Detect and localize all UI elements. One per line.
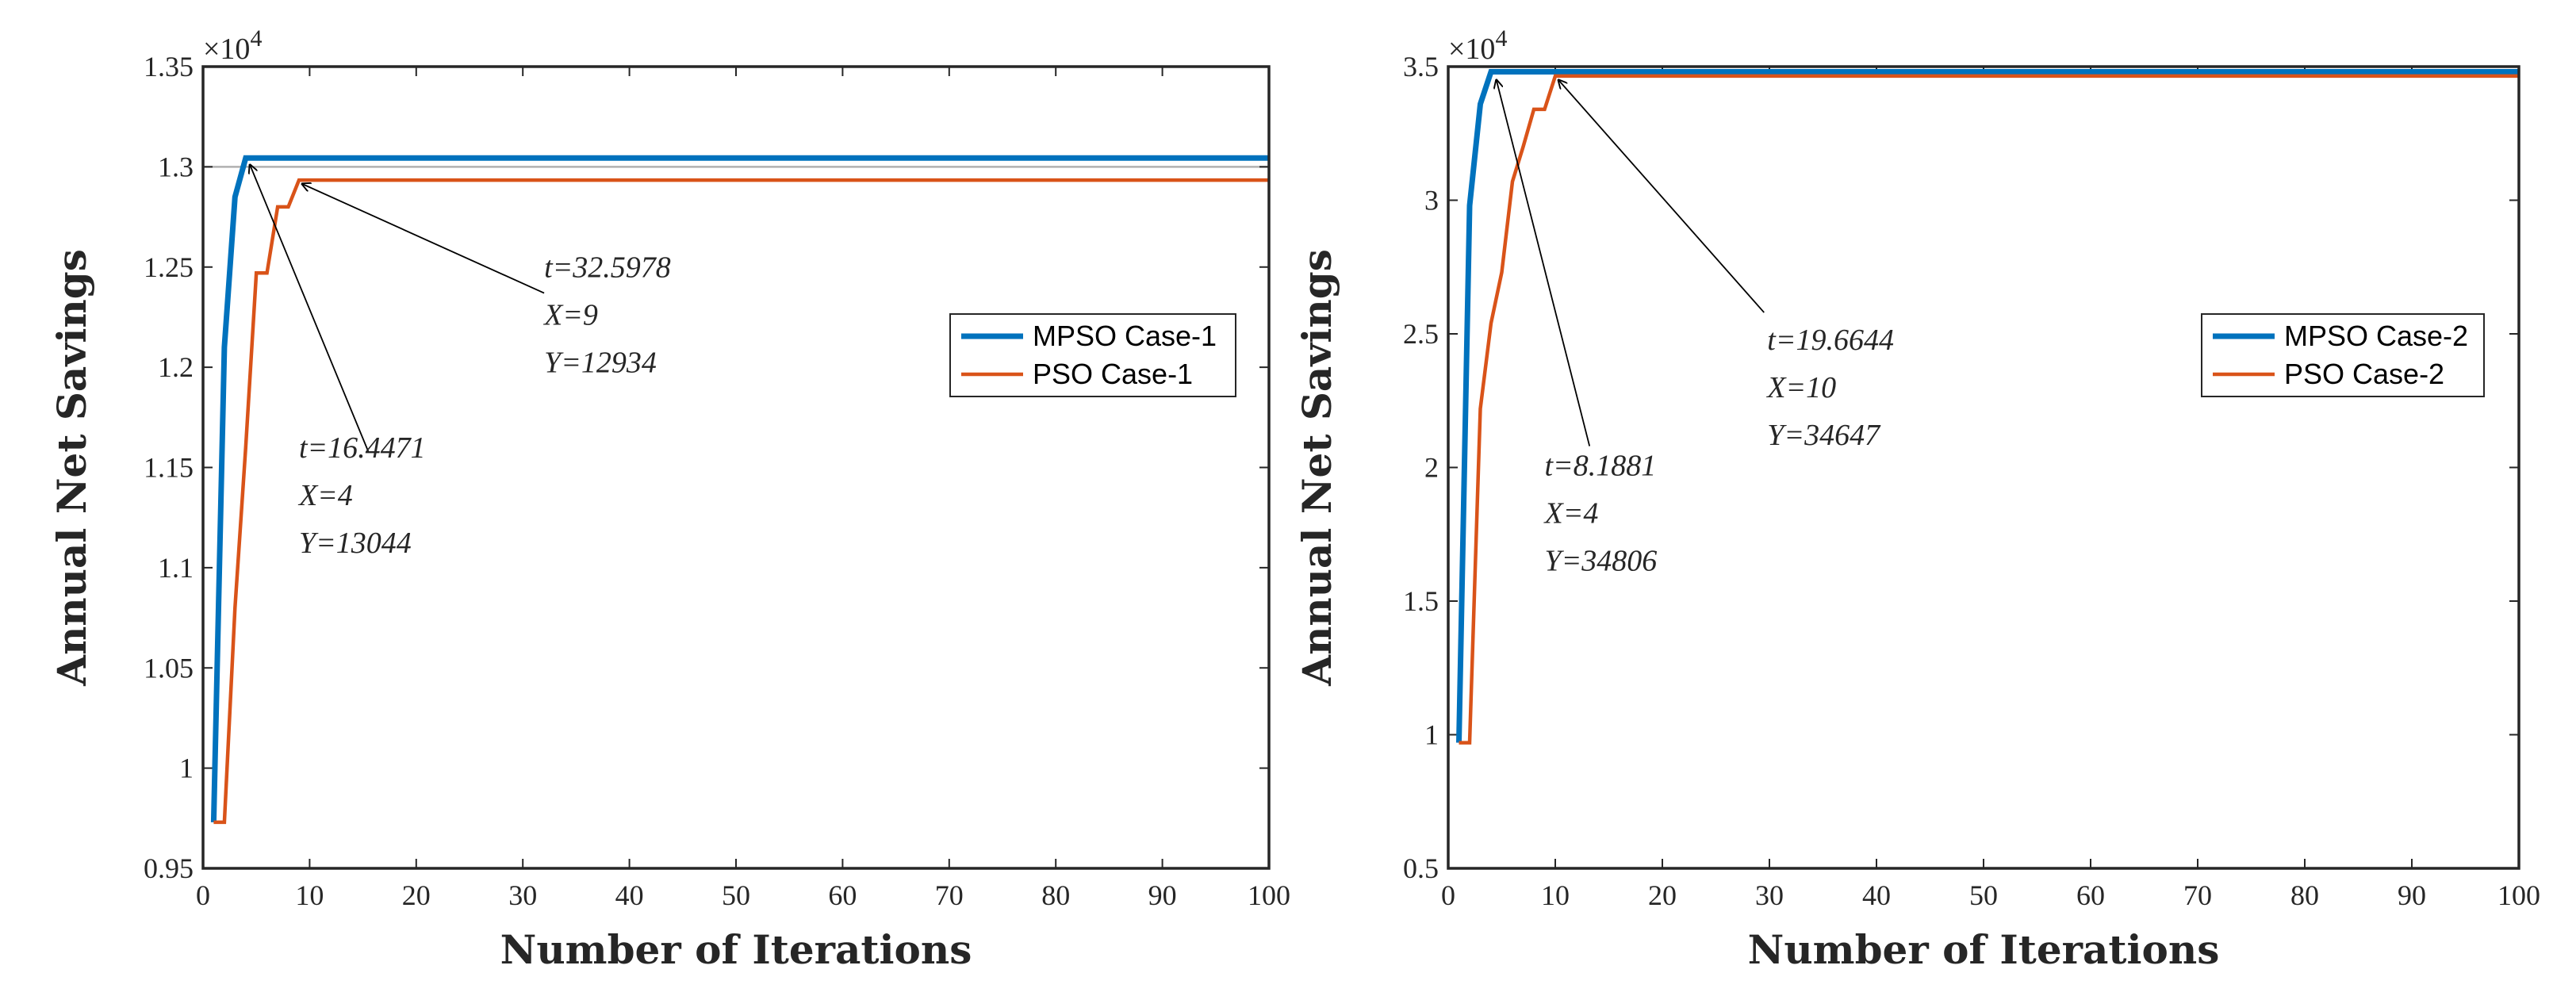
- legend-label: PSO Case-2: [2284, 358, 2444, 390]
- y-tick-label: 3: [1424, 185, 1439, 216]
- plot-area: [203, 67, 1269, 868]
- x-tick-label: 10: [295, 879, 324, 911]
- annotation-text: t=16.4471: [299, 431, 426, 465]
- series-line-pso: [213, 178, 1269, 825]
- y-tick-label: 1.35: [144, 51, 194, 82]
- legend-label: PSO Case-1: [1033, 358, 1193, 390]
- annotation-arrow: [250, 165, 370, 452]
- y-axis-label: Annual Net Savings: [1294, 249, 1340, 687]
- legend: MPSO Case-2 PSO Case-2: [2201, 313, 2485, 397]
- x-tick-label: 50: [722, 879, 750, 911]
- axes-box: [1447, 65, 2520, 870]
- x-axis-label: Number of Iterations: [1748, 926, 2220, 973]
- y-tick-label: 3.5: [1403, 51, 1439, 82]
- annotation-text: X=10: [1765, 371, 1836, 404]
- annotation-text: Y=13044: [299, 527, 412, 560]
- legend-box: [2201, 313, 2485, 397]
- chart-2: 0 10 20 30 40 50 60 70 80 90 100 0.5 1 1.5 2 2.5 3 3.5 ×10…: [1294, 25, 2540, 973]
- y-tick-label: 1.25: [144, 251, 194, 283]
- x-tick-label: 60: [2076, 879, 2105, 911]
- legend-label: MPSO Case-1: [1033, 320, 1217, 352]
- series-line-mpso: [1456, 69, 2519, 743]
- y-exponent-label: ×104: [203, 25, 262, 66]
- series-line-pso: [1459, 74, 2519, 745]
- x-tick-label: 30: [1755, 879, 1784, 911]
- y-exponent-label: ×104: [1448, 25, 1507, 66]
- annotation-arrow: [1558, 80, 1765, 313]
- annotation-text: Y=34647: [1767, 419, 1881, 452]
- y-tick-label: 0.5: [1403, 852, 1439, 884]
- y-tick-label: 1.15: [144, 452, 194, 484]
- legend-label: MPSO Case-2: [2284, 320, 2468, 352]
- y-tick-label: 1.1: [158, 552, 194, 584]
- y-tick-label: 1.05: [144, 652, 194, 684]
- axes-box: [201, 65, 1271, 870]
- annotation-text: Y=12934: [544, 346, 657, 379]
- exponent-base: ×10: [1448, 33, 1495, 66]
- x-tick-label: 0: [196, 879, 210, 911]
- x-tick-label: 60: [828, 879, 857, 911]
- exponent-power: 4: [1495, 25, 1507, 52]
- x-tick-label: 80: [2290, 879, 2319, 911]
- annotation-text: X=9: [542, 298, 598, 331]
- y-tick-label: 0.95: [144, 852, 194, 884]
- annotation-text: Y=34806: [1545, 545, 1658, 578]
- y-tick-label: 2.5: [1403, 318, 1439, 350]
- x-tick-label: 50: [1969, 879, 1998, 911]
- y-tick-label: 1: [179, 753, 194, 784]
- annotation-text: t=32.5978: [544, 251, 671, 284]
- plot-area: [1448, 67, 2519, 868]
- legend: MPSO Case-1 PSO Case-1: [949, 313, 1236, 397]
- x-tick-label: 10: [1541, 879, 1570, 911]
- y-axis-label: Annual Net Savings: [48, 249, 95, 687]
- annotation-text: t=8.1881: [1545, 450, 1657, 483]
- x-tick-label: 70: [935, 879, 964, 911]
- x-tick-label: 40: [615, 879, 644, 911]
- y-tick-label: 1.5: [1403, 585, 1439, 617]
- chart-1: 0 10 20 30 40 50 60 70 80 90 100 0.95 1 1.05 1.1 1.15 1.…: [48, 25, 1290, 973]
- x-axis-label: Number of Iterations: [500, 926, 972, 973]
- x-tick-label: 100: [2497, 879, 2540, 911]
- y-tick-label: 1.2: [158, 351, 194, 383]
- x-tick-label: 30: [508, 879, 537, 911]
- legend-box: [949, 313, 1236, 397]
- annotation-text: t=19.6644: [1767, 324, 1894, 357]
- x-tick-label: 90: [2398, 879, 2426, 911]
- x-tick-label: 20: [402, 879, 431, 911]
- series-line-mpso: [210, 155, 1269, 822]
- y-tick-label: 1.3: [158, 151, 194, 182]
- x-tick-label: 80: [1041, 879, 1070, 911]
- y-tick-label: 1: [1424, 719, 1439, 751]
- x-tick-label: 100: [1248, 879, 1290, 911]
- y-tick-label: 2: [1424, 452, 1439, 484]
- x-tick-label: 40: [1862, 879, 1891, 911]
- x-tick-label: 90: [1148, 879, 1177, 911]
- x-tick-label: 70: [2183, 879, 2212, 911]
- annotation-arrow: [302, 184, 545, 294]
- annotation-text: X=4: [1543, 497, 1599, 531]
- exponent-base: ×10: [203, 33, 250, 66]
- x-tick-label: 20: [1648, 879, 1677, 911]
- exponent-power: 4: [250, 25, 262, 52]
- x-tick-label: 0: [1441, 879, 1455, 911]
- annotation-arrow: [1497, 80, 1591, 446]
- annotation-text: X=4: [297, 479, 353, 512]
